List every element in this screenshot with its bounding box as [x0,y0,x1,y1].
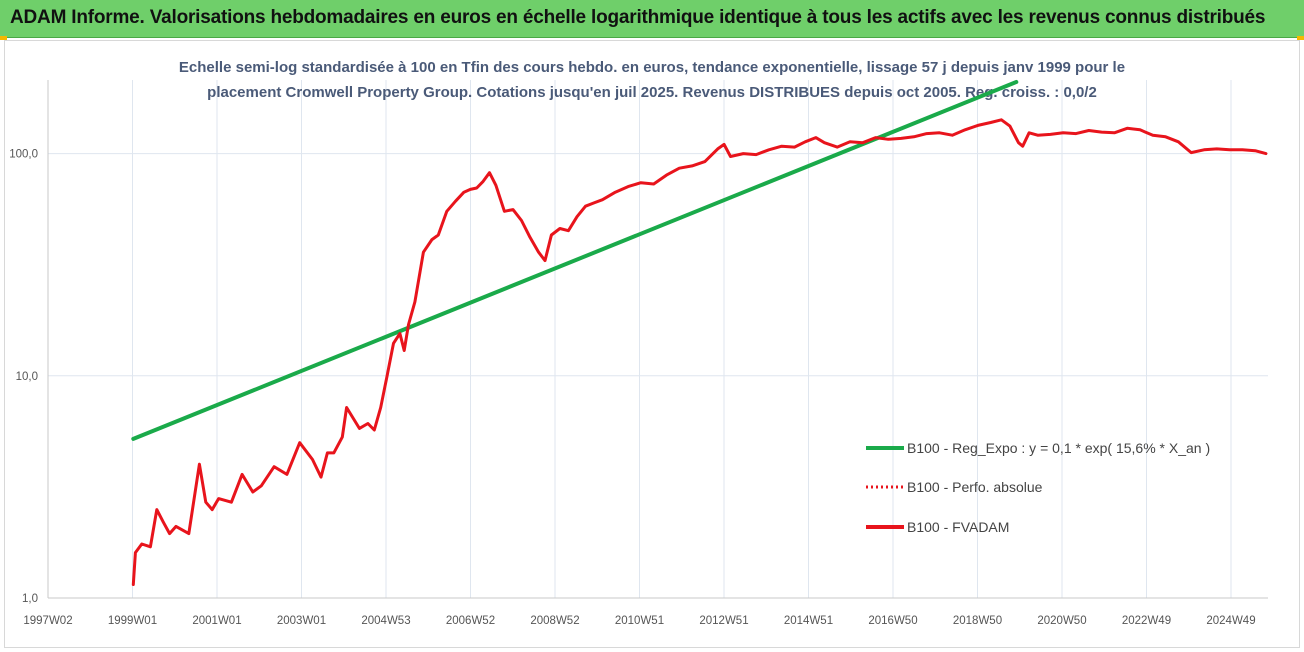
legend-label-regression: B100 - Reg_Expo : y = 0,1 * exp( 15,6% *… [907,440,1210,456]
chart-legend: B100 - Reg_Expo : y = 0,1 * exp( 15,6% *… [866,440,1210,535]
chart-subtitle-line-1: Echelle semi-log standardisée à 100 en T… [179,59,1125,76]
x-tick-label: 2016W50 [868,615,917,627]
x-tick-labels: 1997W02 1999W01 2001W01 2003W01 2004W53 2006W… [23,615,1255,627]
y-tick-label: 1,0 [22,593,38,605]
x-tick-label: 2022W49 [1122,615,1171,627]
vertical-gridlines [132,80,1232,598]
x-tick-label: 2010W51 [615,615,664,627]
y-tick-label: 10,0 [16,371,38,383]
series-layer [131,80,1268,586]
x-tick-label: 1999W01 [108,615,157,627]
x-tick-label: 2003W01 [277,615,326,627]
horizontal-gridlines [48,153,1268,599]
y-tick-labels: 1,0 10,0 100,0 [9,149,38,605]
x-tick-label: 2008W52 [530,615,579,627]
report-header: ADAM Informe. Valorisations hebdomadaire… [0,0,1304,38]
x-tick-label: 2004W53 [361,615,410,627]
x-tick-label: 2012W51 [699,615,748,627]
legend-label-fvadam: B100 - FVADAM [907,519,1009,535]
x-tick-label: 2018W50 [953,615,1002,627]
x-tick-label: 2006W52 [446,615,495,627]
x-tick-label: 2014W51 [784,615,833,627]
chart-subtitle-line-2: placement Cromwell Property Group. Cotat… [207,84,1097,101]
corner-marker-right [1297,36,1304,40]
report-title: ADAM Informe. Valorisations hebdomadaire… [10,7,1266,28]
x-tick-label: 2001W01 [192,615,241,627]
corner-marker-left [0,36,7,40]
y-tick-label: 100,0 [9,149,38,161]
x-tick-label: 2024W49 [1206,615,1255,627]
x-tick-label: 1997W02 [23,615,72,627]
chart-area [4,40,1300,648]
regression-line [131,80,1019,441]
legend-label-perfo: B100 - Perfo. absolue [907,479,1043,495]
x-tick-label: 2020W50 [1037,615,1086,627]
fvadam-line [131,118,1268,586]
